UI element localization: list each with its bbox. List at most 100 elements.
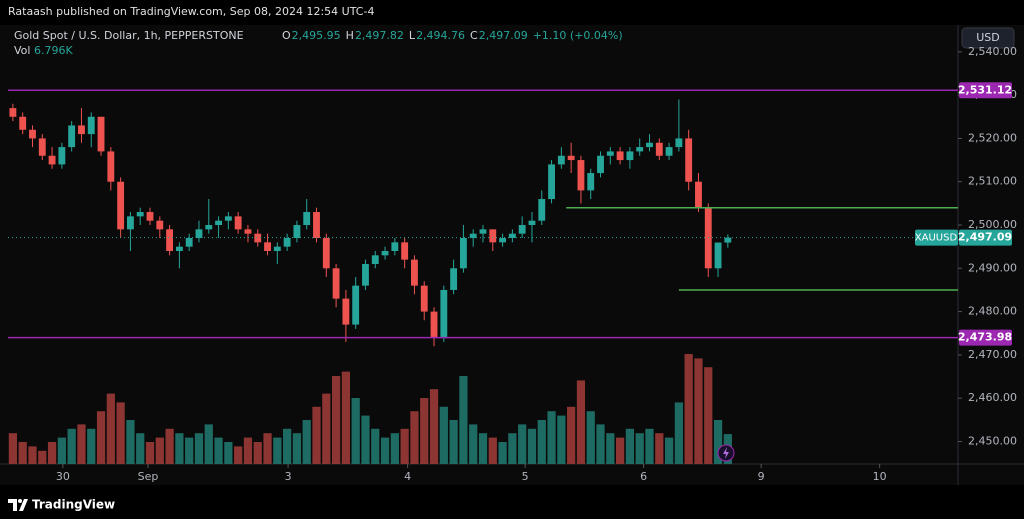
volume-bar bbox=[596, 424, 605, 464]
volume-bar bbox=[527, 428, 537, 464]
legend-o: 2,495.95 bbox=[292, 29, 341, 42]
volume-bar bbox=[126, 420, 135, 464]
candle-body bbox=[195, 229, 203, 239]
candle-body bbox=[381, 250, 389, 256]
volume-bar bbox=[635, 433, 644, 464]
logo-dot bbox=[18, 499, 22, 503]
candle-body bbox=[411, 259, 418, 286]
volume-bar bbox=[136, 433, 145, 464]
candle-body bbox=[636, 147, 644, 152]
volume-bar bbox=[488, 437, 497, 464]
candle-body bbox=[538, 199, 546, 221]
volume-bar bbox=[322, 393, 331, 464]
candle-body bbox=[107, 151, 115, 182]
volume-bar bbox=[429, 389, 439, 464]
legend-l-label: L bbox=[409, 29, 416, 42]
volume-bar bbox=[145, 442, 155, 464]
candle-body bbox=[695, 181, 702, 208]
candle-body bbox=[205, 225, 213, 230]
volume-bar bbox=[586, 411, 595, 464]
volume-bar bbox=[498, 442, 507, 464]
volume-bar bbox=[204, 424, 213, 464]
volume-bar bbox=[439, 406, 448, 464]
currency-label[interactable]: USD bbox=[976, 31, 1000, 44]
candle-body bbox=[499, 238, 507, 243]
volume-bar bbox=[224, 442, 233, 464]
candle-body bbox=[9, 108, 17, 117]
candle-body bbox=[469, 233, 477, 239]
candle-body bbox=[68, 125, 76, 148]
tv-logo bbox=[8, 499, 28, 511]
logo-mark bbox=[8, 499, 28, 511]
x-tick-label: 10 bbox=[873, 470, 887, 483]
candle-body bbox=[655, 142, 663, 156]
price-label: 2,497.09 bbox=[958, 231, 1012, 244]
candle-body bbox=[391, 242, 399, 251]
volume-bar bbox=[684, 354, 693, 464]
volume-bar bbox=[478, 433, 488, 464]
volume-bar bbox=[67, 428, 76, 464]
candle-body bbox=[352, 285, 360, 325]
volume-bar bbox=[185, 437, 194, 464]
volume-bar bbox=[576, 380, 586, 464]
volume-bar bbox=[312, 406, 321, 464]
candle-body bbox=[567, 155, 575, 161]
y-tick-label: 2,510.00 bbox=[968, 175, 1017, 188]
candle-body bbox=[175, 246, 183, 251]
candle-body bbox=[548, 164, 555, 200]
volume-bar bbox=[87, 428, 96, 464]
volume-bar bbox=[390, 433, 399, 464]
volume-bar bbox=[253, 442, 262, 464]
volume-bar bbox=[57, 437, 66, 464]
candle-body bbox=[58, 147, 66, 165]
symbol-tag bbox=[915, 229, 958, 246]
volume-bar bbox=[557, 415, 566, 464]
publisher: Rataash published on TradingView.com, Se… bbox=[8, 5, 374, 18]
candle-body bbox=[724, 237, 732, 243]
volume-bar bbox=[214, 437, 223, 464]
vol-value: 6.796K bbox=[34, 44, 73, 57]
volume-bar bbox=[400, 428, 409, 464]
x-tick-label: 5 bbox=[522, 470, 529, 483]
candle-body bbox=[283, 238, 291, 247]
volume-bar bbox=[18, 442, 27, 464]
level-tag bbox=[959, 82, 1012, 99]
candle-body bbox=[156, 220, 164, 230]
volume-bar bbox=[518, 424, 527, 464]
x-tick-label: Sep bbox=[138, 470, 159, 483]
volume-bar bbox=[361, 415, 370, 464]
volume-bar bbox=[351, 398, 360, 464]
legend: Gold Spot / U.S. Dollar, 1h, PEPPERSTONE… bbox=[14, 29, 623, 57]
plot: 2,450.00 2,460.00 2,470.00 2,480.00 2,490.00… bbox=[8, 45, 1017, 483]
volume-bar bbox=[292, 433, 302, 464]
volume-bar bbox=[331, 376, 341, 464]
volume-bar bbox=[674, 402, 683, 464]
candle-body bbox=[48, 155, 56, 165]
y-tick-label: 2,460.00 bbox=[968, 391, 1017, 404]
candle-body bbox=[489, 229, 497, 243]
volume-bar bbox=[302, 420, 311, 464]
candle-body bbox=[29, 129, 36, 139]
candle-body bbox=[371, 255, 379, 264]
price-tag bbox=[959, 229, 1012, 246]
legend-h: 2,497.82 bbox=[355, 29, 404, 42]
candle-body bbox=[215, 220, 222, 226]
candle-body bbox=[616, 151, 624, 161]
volume-bar bbox=[283, 428, 292, 464]
currency-button[interactable] bbox=[961, 27, 1015, 49]
x-tick-label: 30 bbox=[56, 470, 70, 483]
candle-body bbox=[518, 225, 526, 234]
volume-bar bbox=[47, 442, 57, 464]
x-tick-label: 6 bbox=[640, 470, 647, 483]
volume-bar bbox=[704, 367, 713, 464]
candle-body bbox=[244, 229, 252, 234]
volume-bar bbox=[537, 420, 546, 464]
candle-body bbox=[665, 147, 673, 156]
x-tick-label: 9 bbox=[758, 470, 765, 483]
y-tick-label: 2,450.00 bbox=[968, 434, 1017, 447]
y-tick-label: 2,470.00 bbox=[968, 348, 1017, 361]
brand: TradingView bbox=[32, 498, 115, 512]
candle-body bbox=[440, 289, 448, 338]
